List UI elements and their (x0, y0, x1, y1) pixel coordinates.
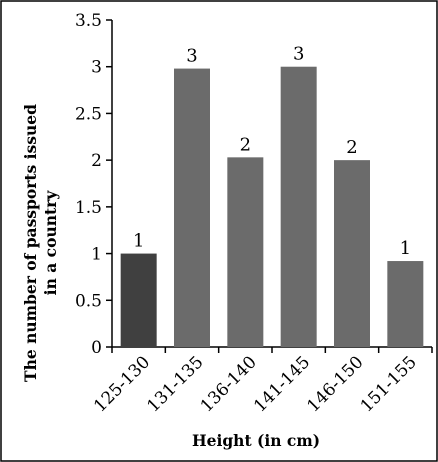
y-tick-label: 3.5 (75, 11, 102, 31)
y-tick-label: 3 (91, 58, 102, 78)
data-label: 1 (400, 238, 411, 259)
y-axis-title-line-2: in a country (41, 190, 60, 296)
y-tick-label: 0.5 (75, 291, 102, 311)
data-label: 1 (133, 231, 144, 252)
y-ticks: 0 0.5 1 1.5 2 2.5 3 3.5 (75, 11, 112, 358)
data-label: 3 (186, 46, 197, 67)
x-axis-title: Height (in cm) (192, 431, 320, 450)
bar-136-140 (227, 157, 264, 347)
bar-141-145 (280, 66, 317, 347)
data-label: 2 (240, 134, 251, 155)
y-tick-label: 1 (91, 245, 102, 265)
data-label: 2 (346, 137, 357, 158)
data-label: 3 (293, 44, 304, 65)
y-axis-title: The number of passports issued in a coun… (21, 104, 60, 382)
y-tick-label: 1.5 (75, 198, 102, 218)
y-tick-label: 2.5 (75, 104, 102, 124)
bar-125-130 (120, 253, 157, 347)
y-tick-label: 2 (91, 151, 102, 171)
bar-131-135 (174, 68, 210, 347)
bars (120, 66, 424, 347)
y-axis-title-line-1: The number of passports issued (21, 104, 40, 382)
bar-151-155 (387, 261, 424, 347)
y-tick-label: 0 (91, 338, 102, 358)
bar-146-150 (334, 160, 370, 347)
data-labels: 1 3 2 3 2 1 (133, 44, 411, 259)
